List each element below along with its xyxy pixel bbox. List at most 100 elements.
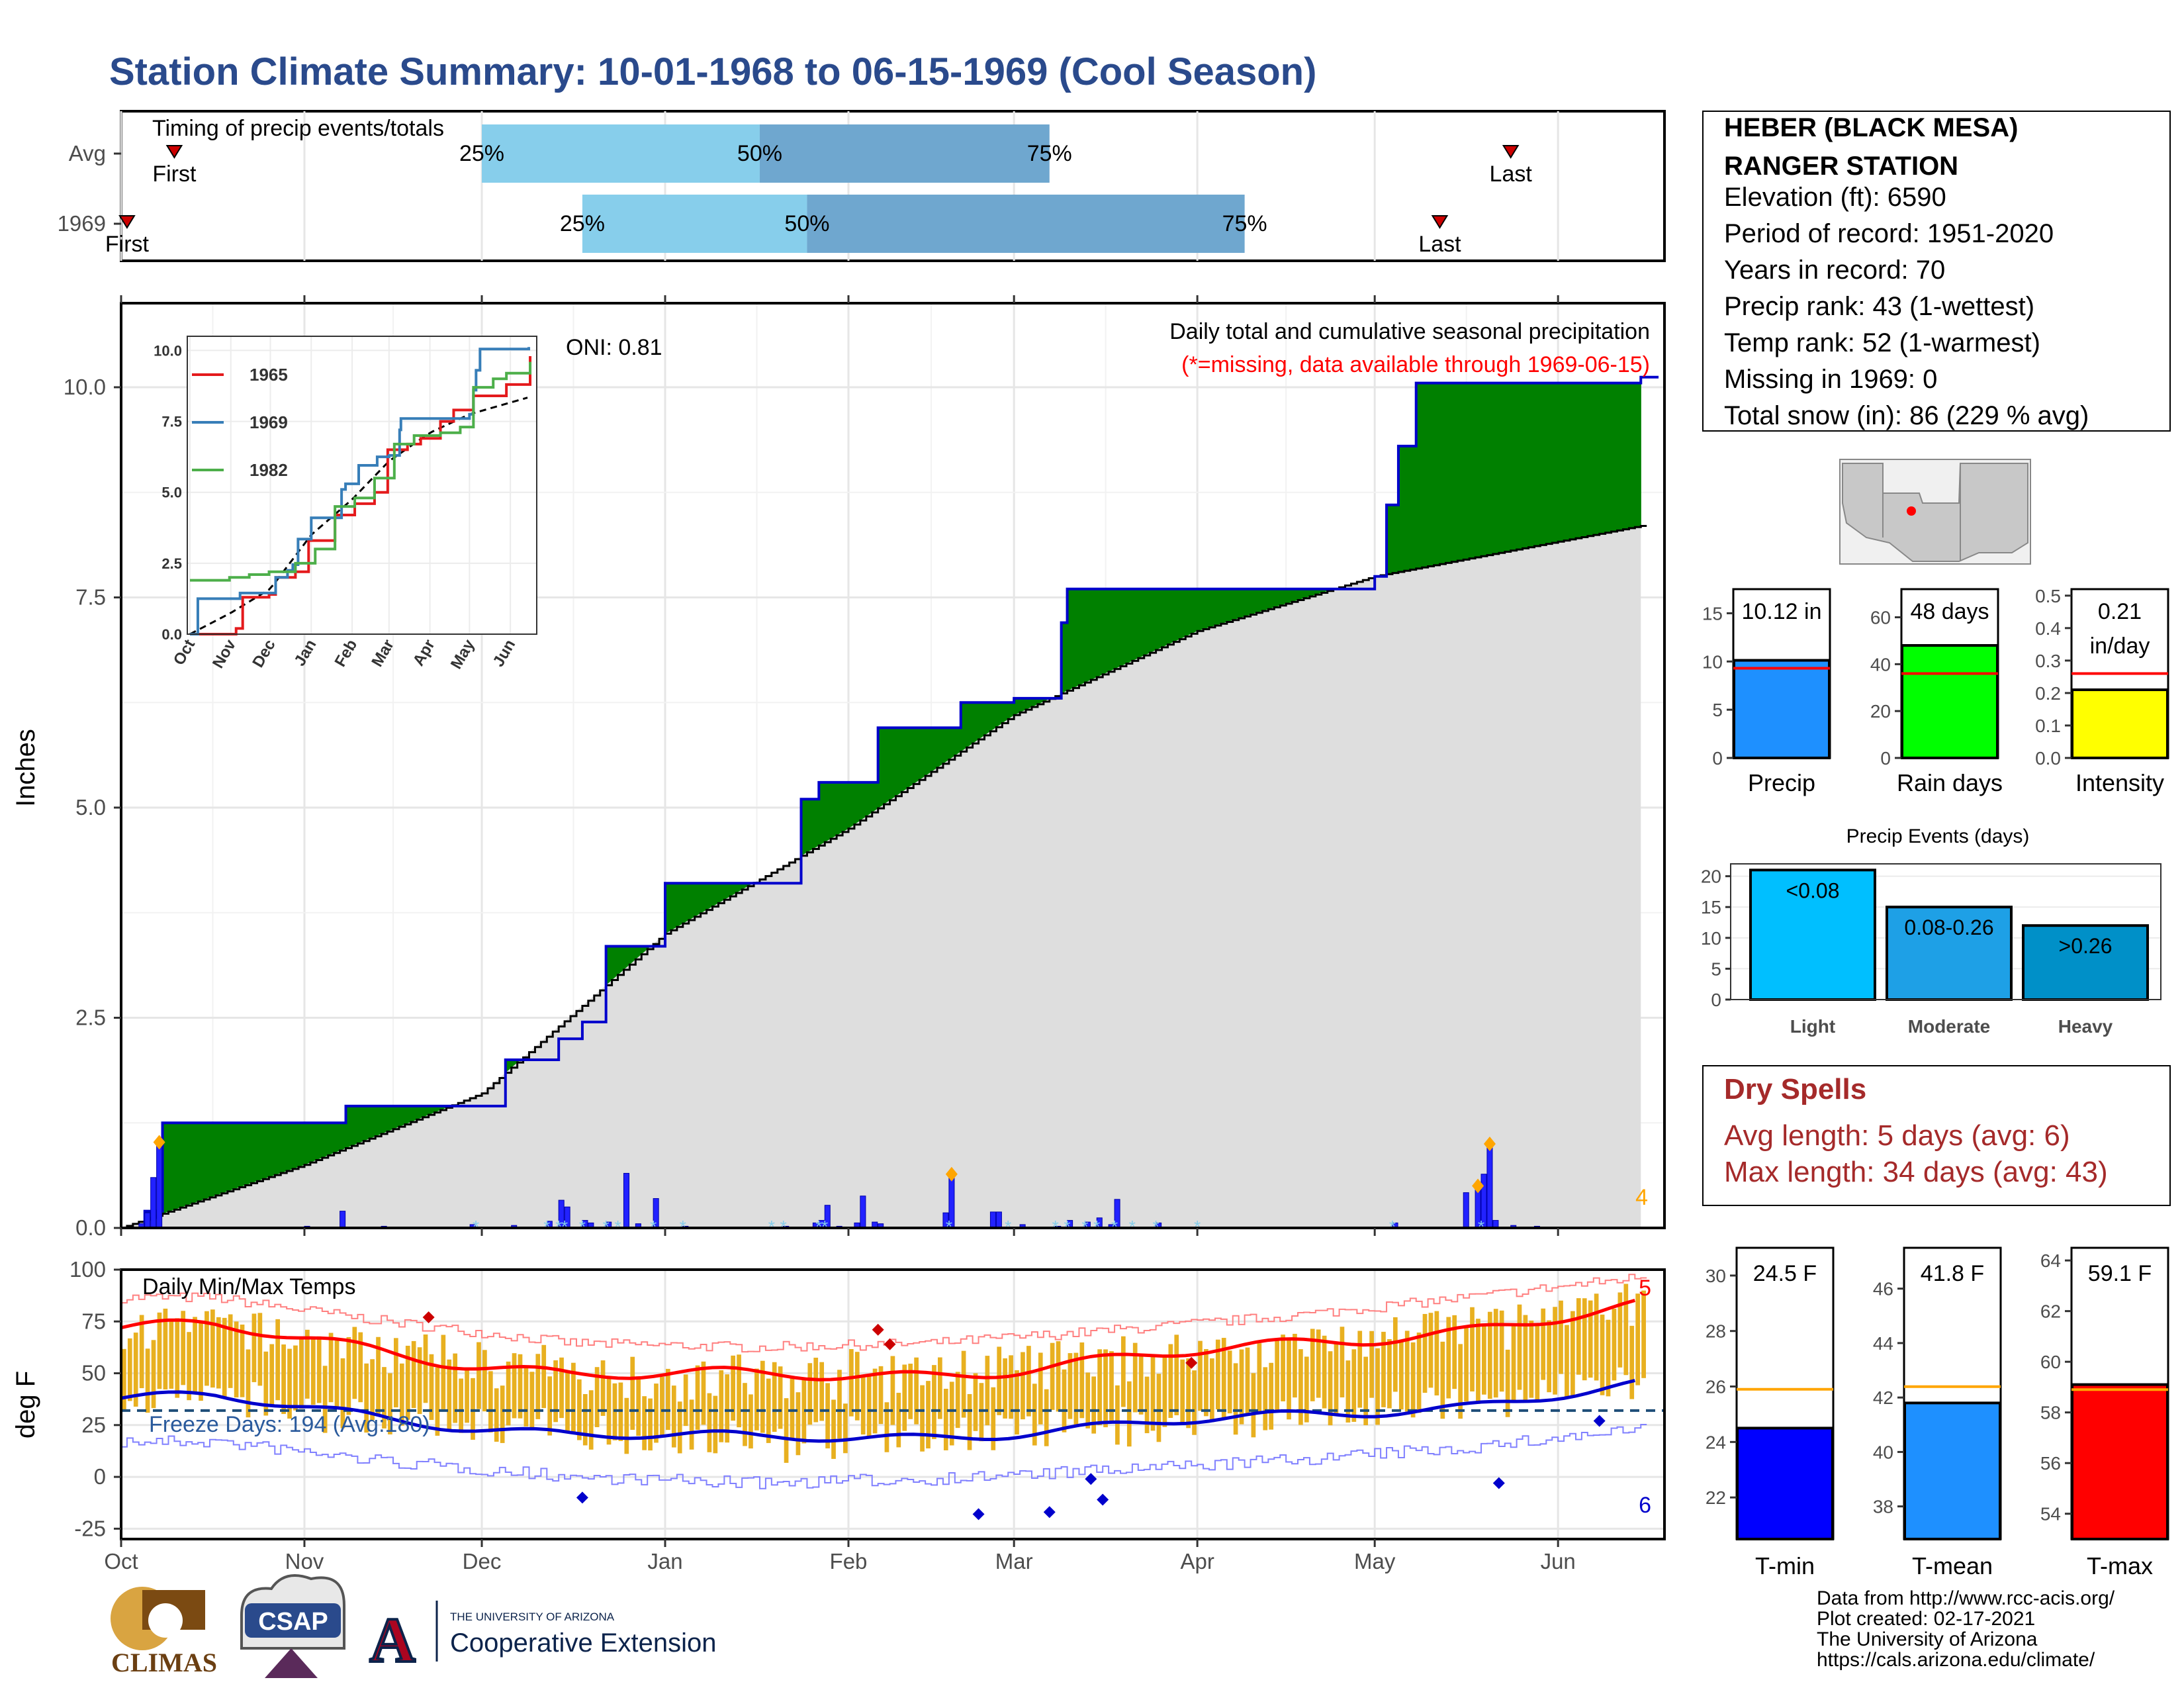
daily-temp-bar: [175, 1318, 180, 1398]
daily-temp-bar: [1038, 1352, 1043, 1425]
daily-temp-bar: [447, 1359, 452, 1430]
precip-above-avg-fill: [1463, 383, 1470, 560]
precip-total-bar-tick-label: 5: [1712, 700, 1723, 720]
daily-temp-bar: [1600, 1314, 1605, 1395]
station-name-2: RANGER STATION: [1724, 152, 1958, 181]
daily-temp-bar: [1009, 1355, 1013, 1419]
temp-stat-tick-label: 64: [2040, 1250, 2061, 1271]
precip-total-bar-tick-label: 15: [1702, 603, 1723, 624]
dry-spells-max: Max length: 34 days (avg: 43): [1724, 1156, 2108, 1188]
daily-temp-bar: [1156, 1374, 1161, 1442]
daily-temp-bar: [1056, 1341, 1061, 1412]
precip-above-avg-fill: [1321, 588, 1328, 593]
daily-precip-bar: [1096, 1217, 1103, 1228]
precip-above-avg-fill: [617, 946, 625, 975]
daily-temp-bar: [1617, 1292, 1623, 1368]
daily-temp-bar: [1576, 1298, 1581, 1375]
precip-above-avg-fill: [825, 782, 831, 843]
snow-day-marker: *: [555, 1217, 562, 1237]
precip-above-avg-fill: [298, 1123, 305, 1167]
precip-above-avg-fill: [1433, 383, 1441, 565]
events-title: Precip Events (days): [1846, 825, 2030, 847]
precip-above-avg-fill: [304, 1123, 311, 1165]
daily-temp-bar: [122, 1348, 126, 1411]
snow-day-marker: *: [473, 1217, 479, 1237]
climas-logo-text: CLIMAS: [111, 1648, 217, 1677]
precip-above-avg-fill: [1085, 588, 1091, 683]
precip-above-avg-fill: [860, 782, 867, 821]
precip-above-avg-fill: [1191, 588, 1198, 634]
precip-above-avg-fill: [1126, 588, 1133, 664]
daily-temp-bar: [1068, 1353, 1073, 1419]
precip-above-avg-fill: [1280, 588, 1287, 606]
precip-events-chart: Precip Events (days) 0 5 10 15 20 <0.08 Light 0.…: [1701, 825, 2161, 1037]
precip-above-avg-fill: [1274, 588, 1281, 608]
daily-temp-bar: [257, 1313, 263, 1386]
temp-stat-xlabel: T-max: [2087, 1552, 2153, 1579]
precip-above-avg-fill: [1262, 588, 1269, 612]
daily-temp-bar: [1245, 1347, 1250, 1414]
dry-spells-title: Dry Spells: [1724, 1073, 1866, 1105]
intensity-bar-tick-label: 0.4: [2035, 618, 2061, 639]
precip-above-avg-fill: [345, 1105, 353, 1149]
daily-temp-bar: [1570, 1311, 1575, 1397]
daily-temp-bar: [222, 1317, 227, 1398]
record-low-line: [121, 1424, 1647, 1489]
daily-precip-bar: [1108, 1224, 1115, 1228]
precip-above-avg-fill: [1558, 383, 1565, 542]
precip-above-avg-fill: [1197, 588, 1204, 632]
precip-above-avg-fill: [505, 1060, 512, 1073]
daily-temp-bar: [559, 1357, 564, 1419]
snow-day-marker: *: [614, 1217, 621, 1237]
daily-temp-bar: [1440, 1341, 1445, 1419]
snow-day-marker: *: [603, 1217, 610, 1237]
freeze-days-label: Freeze Days: 194 (Avg:180): [149, 1412, 430, 1437]
month-tick-label: Dec: [463, 1549, 502, 1573]
daily-temp-bar: [854, 1352, 860, 1421]
events-bar-label: 0.08-0.26: [1904, 915, 1993, 939]
daily-temp-bar: [263, 1351, 269, 1416]
daily-temp-bar: [1186, 1358, 1191, 1429]
timing-q25-label: 25%: [459, 141, 504, 166]
precip-total-bar-value-bar: [1733, 659, 1831, 760]
intensity-bar-tick-label: 0.0: [2035, 748, 2061, 769]
daily-temp-bar: [588, 1390, 594, 1450]
precip-above-avg-fill: [925, 727, 932, 776]
precip-above-avg-fill: [1292, 588, 1298, 602]
daily-temp-bar: [163, 1308, 168, 1390]
daily-temp-bar: [991, 1387, 996, 1450]
precip-above-avg-fill: [1020, 698, 1026, 713]
daily-temp-bar: [1109, 1351, 1114, 1423]
precip-above-avg-fill: [1486, 383, 1494, 555]
daily-temp-bar: [819, 1362, 825, 1421]
precip-above-avg-fill: [901, 727, 908, 792]
daily-temp-bar: [1257, 1343, 1262, 1412]
record-low-marker: [1593, 1415, 1606, 1427]
snow-day-marker: *: [1129, 1217, 1136, 1237]
precip-above-avg-fill: [1008, 702, 1015, 720]
daily-temp-bar: [1103, 1349, 1108, 1428]
daily-temp-bar: [1345, 1360, 1351, 1423]
precip-above-avg-fill: [1593, 383, 1600, 536]
precip-above-avg-fill: [1570, 383, 1576, 539]
rain-days-bar-value-label: 48 days: [1910, 599, 1989, 624]
daily-temp-bar: [1192, 1370, 1197, 1435]
precip-above-avg-fill: [807, 799, 813, 853]
daily-temp-bar: [866, 1376, 872, 1438]
precip-above-avg-fill: [1481, 383, 1488, 557]
daily-temp-bar: [1517, 1304, 1522, 1390]
month-tick-label: Jun: [1541, 1549, 1576, 1573]
intensity-bar-value-bar: [2071, 688, 2169, 760]
record-high-marker: [872, 1323, 884, 1336]
daily-temp-bar: [310, 1338, 316, 1405]
precip-above-avg-fill: [1268, 588, 1275, 610]
temp-content: [121, 1274, 1664, 1521]
temp-stat-tick-label: 62: [2040, 1301, 2061, 1322]
events-category-label: Light: [1790, 1016, 1835, 1037]
daily-temp-bar: [1334, 1343, 1339, 1415]
daily-temp-bar: [1357, 1331, 1363, 1408]
month-tick-label: Feb: [830, 1549, 868, 1573]
precip-above-avg-fill: [1138, 588, 1145, 659]
daily-temp-bar: [1180, 1359, 1185, 1423]
